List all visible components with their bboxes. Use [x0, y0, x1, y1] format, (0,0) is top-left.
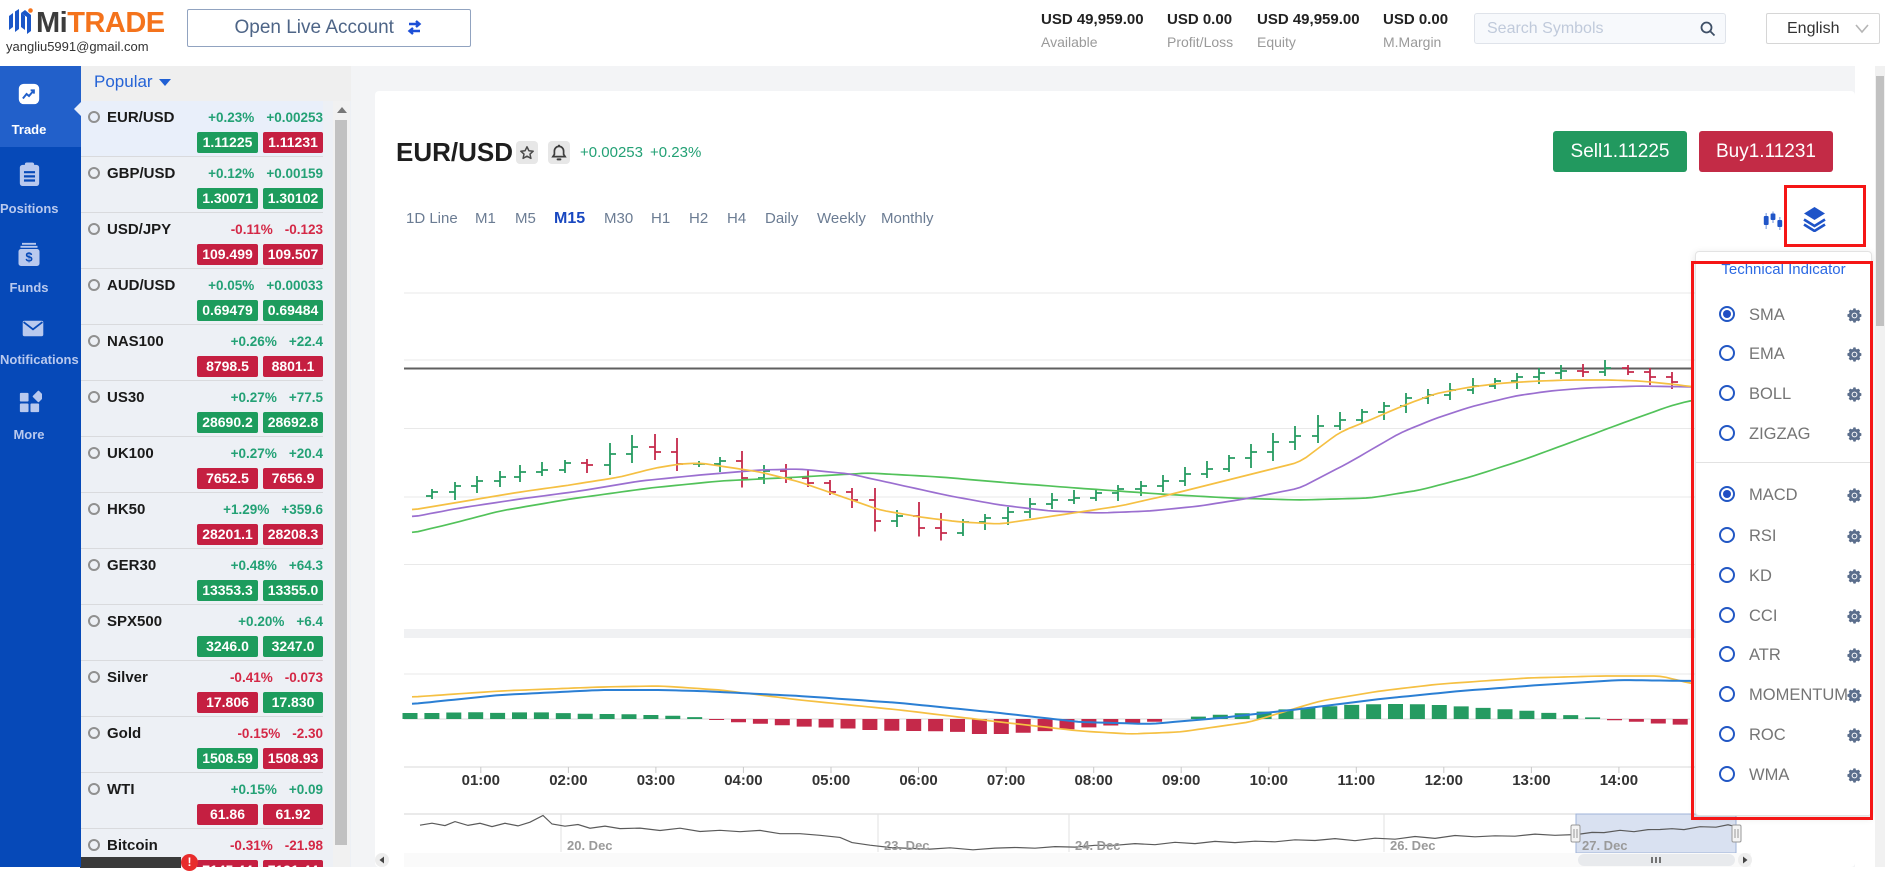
svg-text:08:00: 08:00	[1075, 772, 1113, 789]
svg-text:06:00: 06:00	[899, 772, 937, 789]
svg-text:23. Dec: 23. Dec	[884, 838, 930, 853]
svg-text:$: $	[25, 250, 33, 265]
svg-text:10:00: 10:00	[1250, 772, 1288, 789]
svg-text:24. Dec: 24. Dec	[1075, 838, 1121, 853]
svg-text:11:00: 11:00	[1338, 772, 1376, 789]
svg-text:02:00: 02:00	[549, 772, 587, 789]
svg-text:13:00: 13:00	[1512, 772, 1550, 789]
svg-text:04:00: 04:00	[724, 772, 762, 789]
svg-text:26. Dec: 26. Dec	[1390, 838, 1436, 853]
svg-text:09:00: 09:00	[1162, 772, 1200, 789]
svg-text:03:00: 03:00	[637, 772, 675, 789]
svg-text:20. Dec: 20. Dec	[567, 838, 613, 853]
svg-text:07:00: 07:00	[987, 772, 1025, 789]
svg-text:01:00: 01:00	[462, 772, 500, 789]
svg-text:14:00: 14:00	[1600, 772, 1638, 789]
svg-text:27. Dec: 27. Dec	[1582, 838, 1628, 853]
svg-text:12:00: 12:00	[1425, 772, 1463, 789]
svg-text:05:00: 05:00	[812, 772, 850, 789]
